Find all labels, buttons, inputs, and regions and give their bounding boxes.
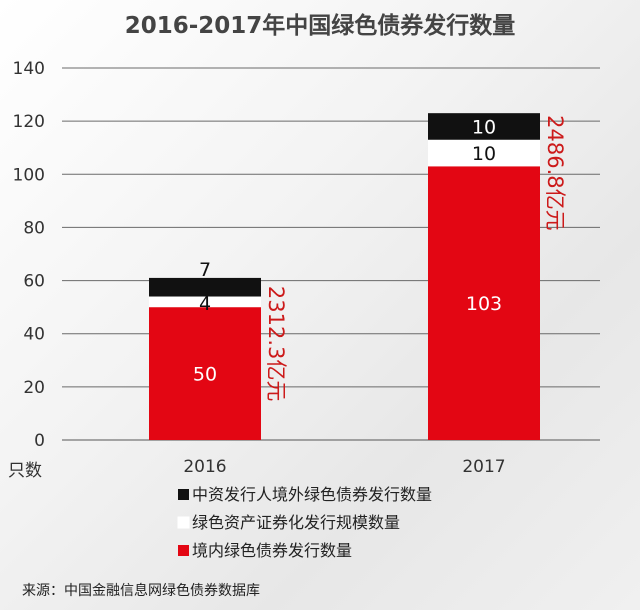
x-category-label: 2017: [462, 457, 505, 477]
bar-segment: [149, 296, 261, 308]
chart-title: 2016-2017年中国绿色债券发行数量: [125, 12, 516, 39]
legend-swatch: [177, 516, 190, 529]
data-label: 10: [472, 143, 496, 165]
total-amount-annotation: 2486.8亿元: [543, 115, 567, 230]
legend-swatch: [178, 545, 189, 556]
y-tick-label: 40: [23, 325, 45, 345]
legend-label: 境内绿色债券发行数量: [192, 541, 352, 560]
source-note: 来源：中国金融信息网绿色债券数据库: [22, 582, 260, 599]
legend-label: 绿色资产证券化发行规模数量: [192, 513, 400, 532]
y-tick-label: 80: [23, 218, 45, 238]
y-tick-label: 20: [23, 378, 45, 398]
x-axis-categories: 2016 2017: [183, 457, 505, 477]
y-axis-ticks: 0 20 40 60 80 100 120 140: [13, 59, 45, 451]
data-label: 50: [193, 364, 217, 386]
bar-segment: [428, 166, 540, 441]
legend-label: 中资发行人境外绿色债券发行数量: [192, 485, 432, 504]
legend-swatch: [178, 489, 189, 500]
bar-segment: [149, 307, 261, 440]
y-tick-label: 120: [13, 112, 45, 132]
bar-segment: [428, 139, 540, 167]
y-axis-label: 只数: [8, 461, 42, 481]
bar-segment: [428, 113, 540, 140]
data-label: 10: [472, 116, 496, 138]
bars: 50 4 7 103 10 10: [149, 113, 540, 441]
bar-annotations: 2312.3亿元 2486.8亿元: [264, 115, 567, 401]
y-tick-label: 60: [23, 272, 45, 292]
data-label: 103: [466, 293, 502, 315]
y-tick-label: 100: [13, 165, 45, 185]
y-tick-label: 0: [34, 431, 45, 451]
data-label: 7: [199, 259, 211, 281]
bar-segment: [149, 277, 261, 297]
x-category-label: 2016: [183, 457, 226, 477]
total-amount-annotation: 2312.3亿元: [264, 286, 288, 401]
y-tick-label: 140: [13, 59, 45, 79]
data-label: 4: [199, 293, 211, 315]
